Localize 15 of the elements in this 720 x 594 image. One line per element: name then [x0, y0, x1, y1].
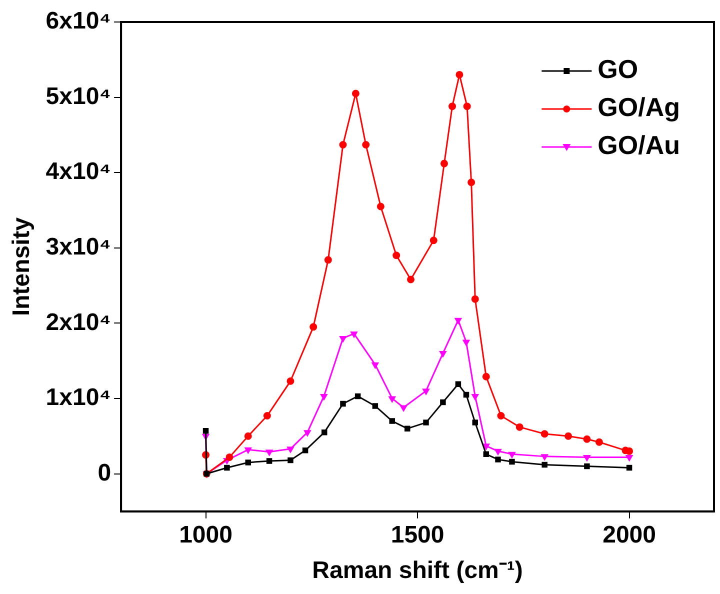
y-tick-label: 1x10⁴ — [46, 384, 112, 412]
legend-label: GO/Au — [598, 130, 680, 160]
x-tick-label: 2000 — [602, 521, 656, 548]
y-axis-title: Intensity — [8, 216, 36, 316]
legend-label: GO — [598, 54, 638, 84]
y-tick-label: 3x10⁴ — [46, 234, 112, 260]
y-tick-label: 2x10⁴ — [46, 308, 112, 336]
y-tick-label: 5x10⁴ — [46, 82, 112, 110]
x-tick-label: 1000 — [179, 521, 232, 548]
legend-label: GO/Ag — [598, 92, 680, 122]
x-axis-title: Raman shift (cm⁻¹) — [312, 557, 523, 584]
y-tick-label: 6x10⁴ — [46, 8, 112, 35]
y-tick-label: 0 — [98, 459, 112, 486]
y-tick-label: 4x10⁴ — [46, 158, 112, 186]
x-tick-label: 1500 — [390, 521, 444, 548]
